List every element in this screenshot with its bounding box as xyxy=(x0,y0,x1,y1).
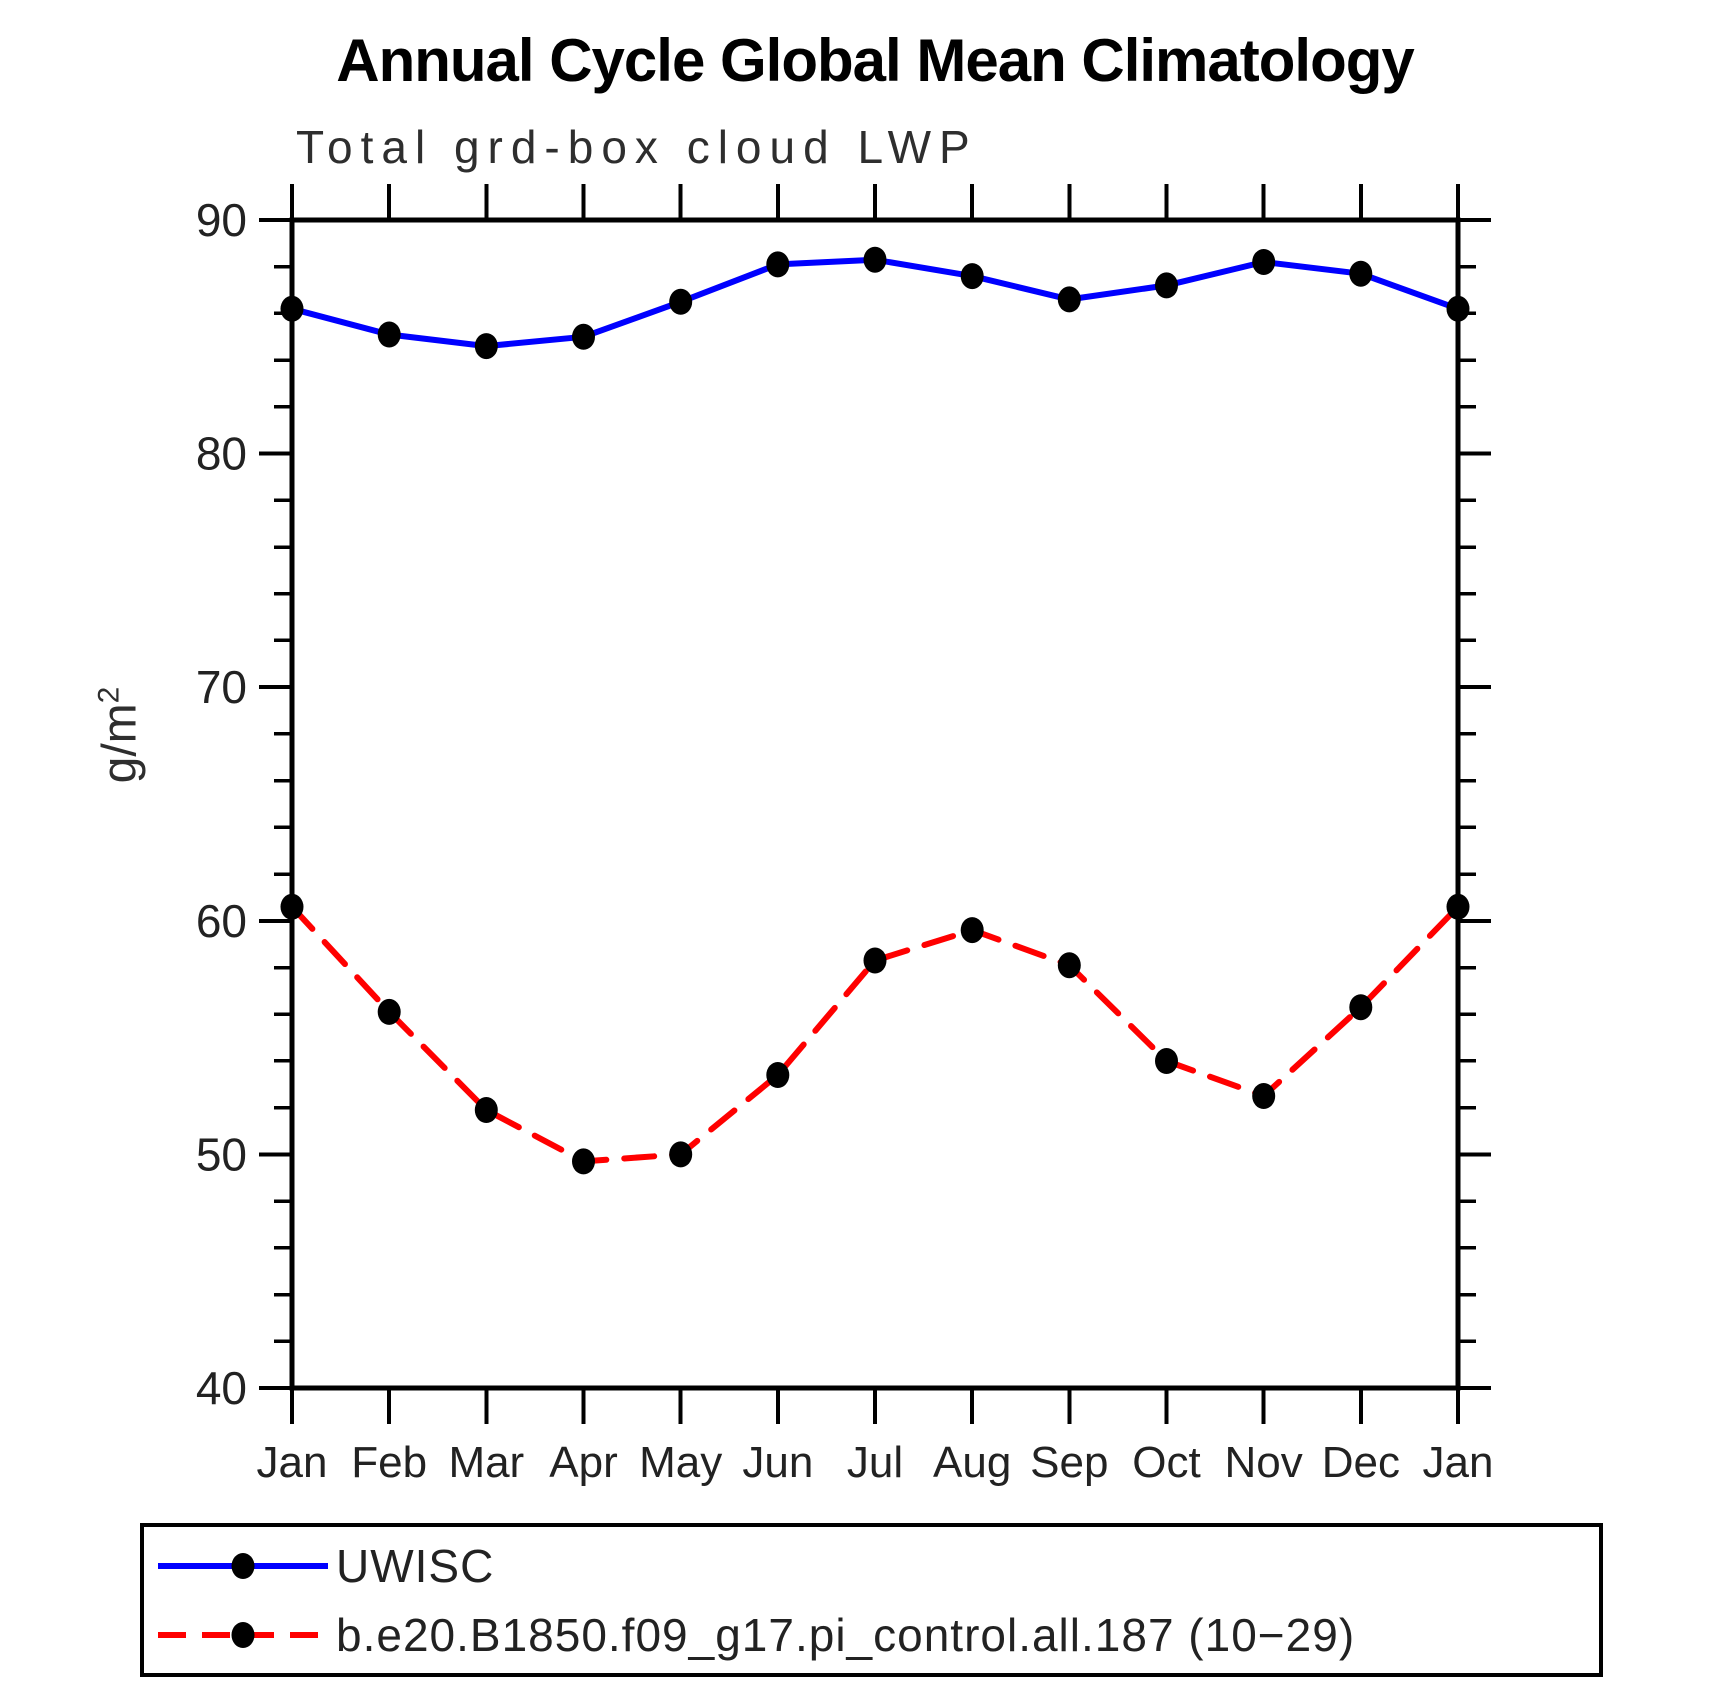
y-tick-label: 70 xyxy=(196,661,247,713)
model-data-point-marker xyxy=(474,1097,498,1123)
x-tick-label: May xyxy=(639,1438,722,1487)
plot-frame xyxy=(289,217,1461,1391)
model-data-point-marker xyxy=(1446,893,1470,920)
legend-label-uwisc: UWISC xyxy=(336,1539,495,1592)
y-tick-label: 90 xyxy=(196,194,247,246)
uwisc-data-point-marker xyxy=(1252,249,1276,275)
model-sample-marker xyxy=(231,1621,255,1648)
uwisc-data-point-marker xyxy=(474,333,498,360)
uwisc-data-point-marker xyxy=(1155,272,1178,299)
x-tick-label: Jul xyxy=(847,1438,903,1487)
x-tick-label: Apr xyxy=(549,1438,617,1487)
model-data-point-marker xyxy=(669,1141,693,1168)
model-data-point-marker xyxy=(572,1148,595,1175)
x-tick-label: Mar xyxy=(448,1438,524,1487)
legend-entry-uwisc: UWISC xyxy=(156,1533,1593,1599)
x-tick-label: Feb xyxy=(351,1438,427,1487)
model-data-point-marker xyxy=(280,893,304,920)
uwisc-data-point-marker xyxy=(863,246,887,273)
model-data-point-marker xyxy=(863,947,887,974)
y-tick-label: 80 xyxy=(196,428,247,480)
x-tick-label: Nov xyxy=(1225,1438,1303,1487)
uwisc-data-point-marker xyxy=(572,323,595,350)
model-data-point-marker xyxy=(960,917,984,944)
legend-label-model: b.e20.B1850.f09_g17.pi_control.all.187 (… xyxy=(336,1608,1356,1661)
uwisc-data-point-marker xyxy=(1446,295,1470,322)
model-data-point-marker xyxy=(1057,952,1081,979)
uwisc-data-point-marker xyxy=(280,295,304,322)
x-tick-label: Jan xyxy=(257,1438,328,1487)
uwisc-sample-marker xyxy=(231,1552,255,1579)
x-tick-label: Jun xyxy=(742,1438,813,1487)
uwisc-data-point-marker xyxy=(669,288,693,315)
legend-box: UWISC b.e20.B1850.f09_g17.pi_control.all… xyxy=(140,1523,1603,1677)
model-data-point-marker xyxy=(377,998,401,1025)
model-data-point-marker xyxy=(1349,994,1373,1021)
y-tick-label: 50 xyxy=(196,1128,247,1180)
model-data-point-marker xyxy=(1155,1048,1178,1074)
uwisc-data-point-marker xyxy=(1349,260,1373,287)
x-tick-label: Sep xyxy=(1030,1438,1108,1487)
x-tick-label: Dec xyxy=(1322,1438,1400,1487)
x-tick-label: Jan xyxy=(1423,1438,1494,1487)
uwisc-line-sample xyxy=(158,1552,328,1579)
x-tick-label: Aug xyxy=(933,1438,1011,1487)
uwisc-data-point-marker xyxy=(960,263,984,290)
model-series-line xyxy=(289,903,1461,1165)
chart-subtitle: Total grd-box cloud LWP xyxy=(296,121,978,173)
chart-title: Annual Cycle Global Mean Climatology xyxy=(336,27,1415,94)
uwisc-data-point-marker xyxy=(1057,286,1081,313)
uwisc-data-point-marker xyxy=(377,321,401,348)
model-data-point-marker xyxy=(1252,1083,1276,1109)
model-line-sample xyxy=(158,1621,328,1648)
uwisc-data-point-marker xyxy=(766,251,790,278)
legend-entry-model: b.e20.B1850.f09_g17.pi_control.all.187 (… xyxy=(156,1602,1593,1668)
y-tick-label: 40 xyxy=(196,1362,247,1414)
x-tick-label: Oct xyxy=(1132,1438,1200,1487)
model-data-point-marker xyxy=(766,1062,790,1088)
y-tick-label: 60 xyxy=(196,895,247,947)
